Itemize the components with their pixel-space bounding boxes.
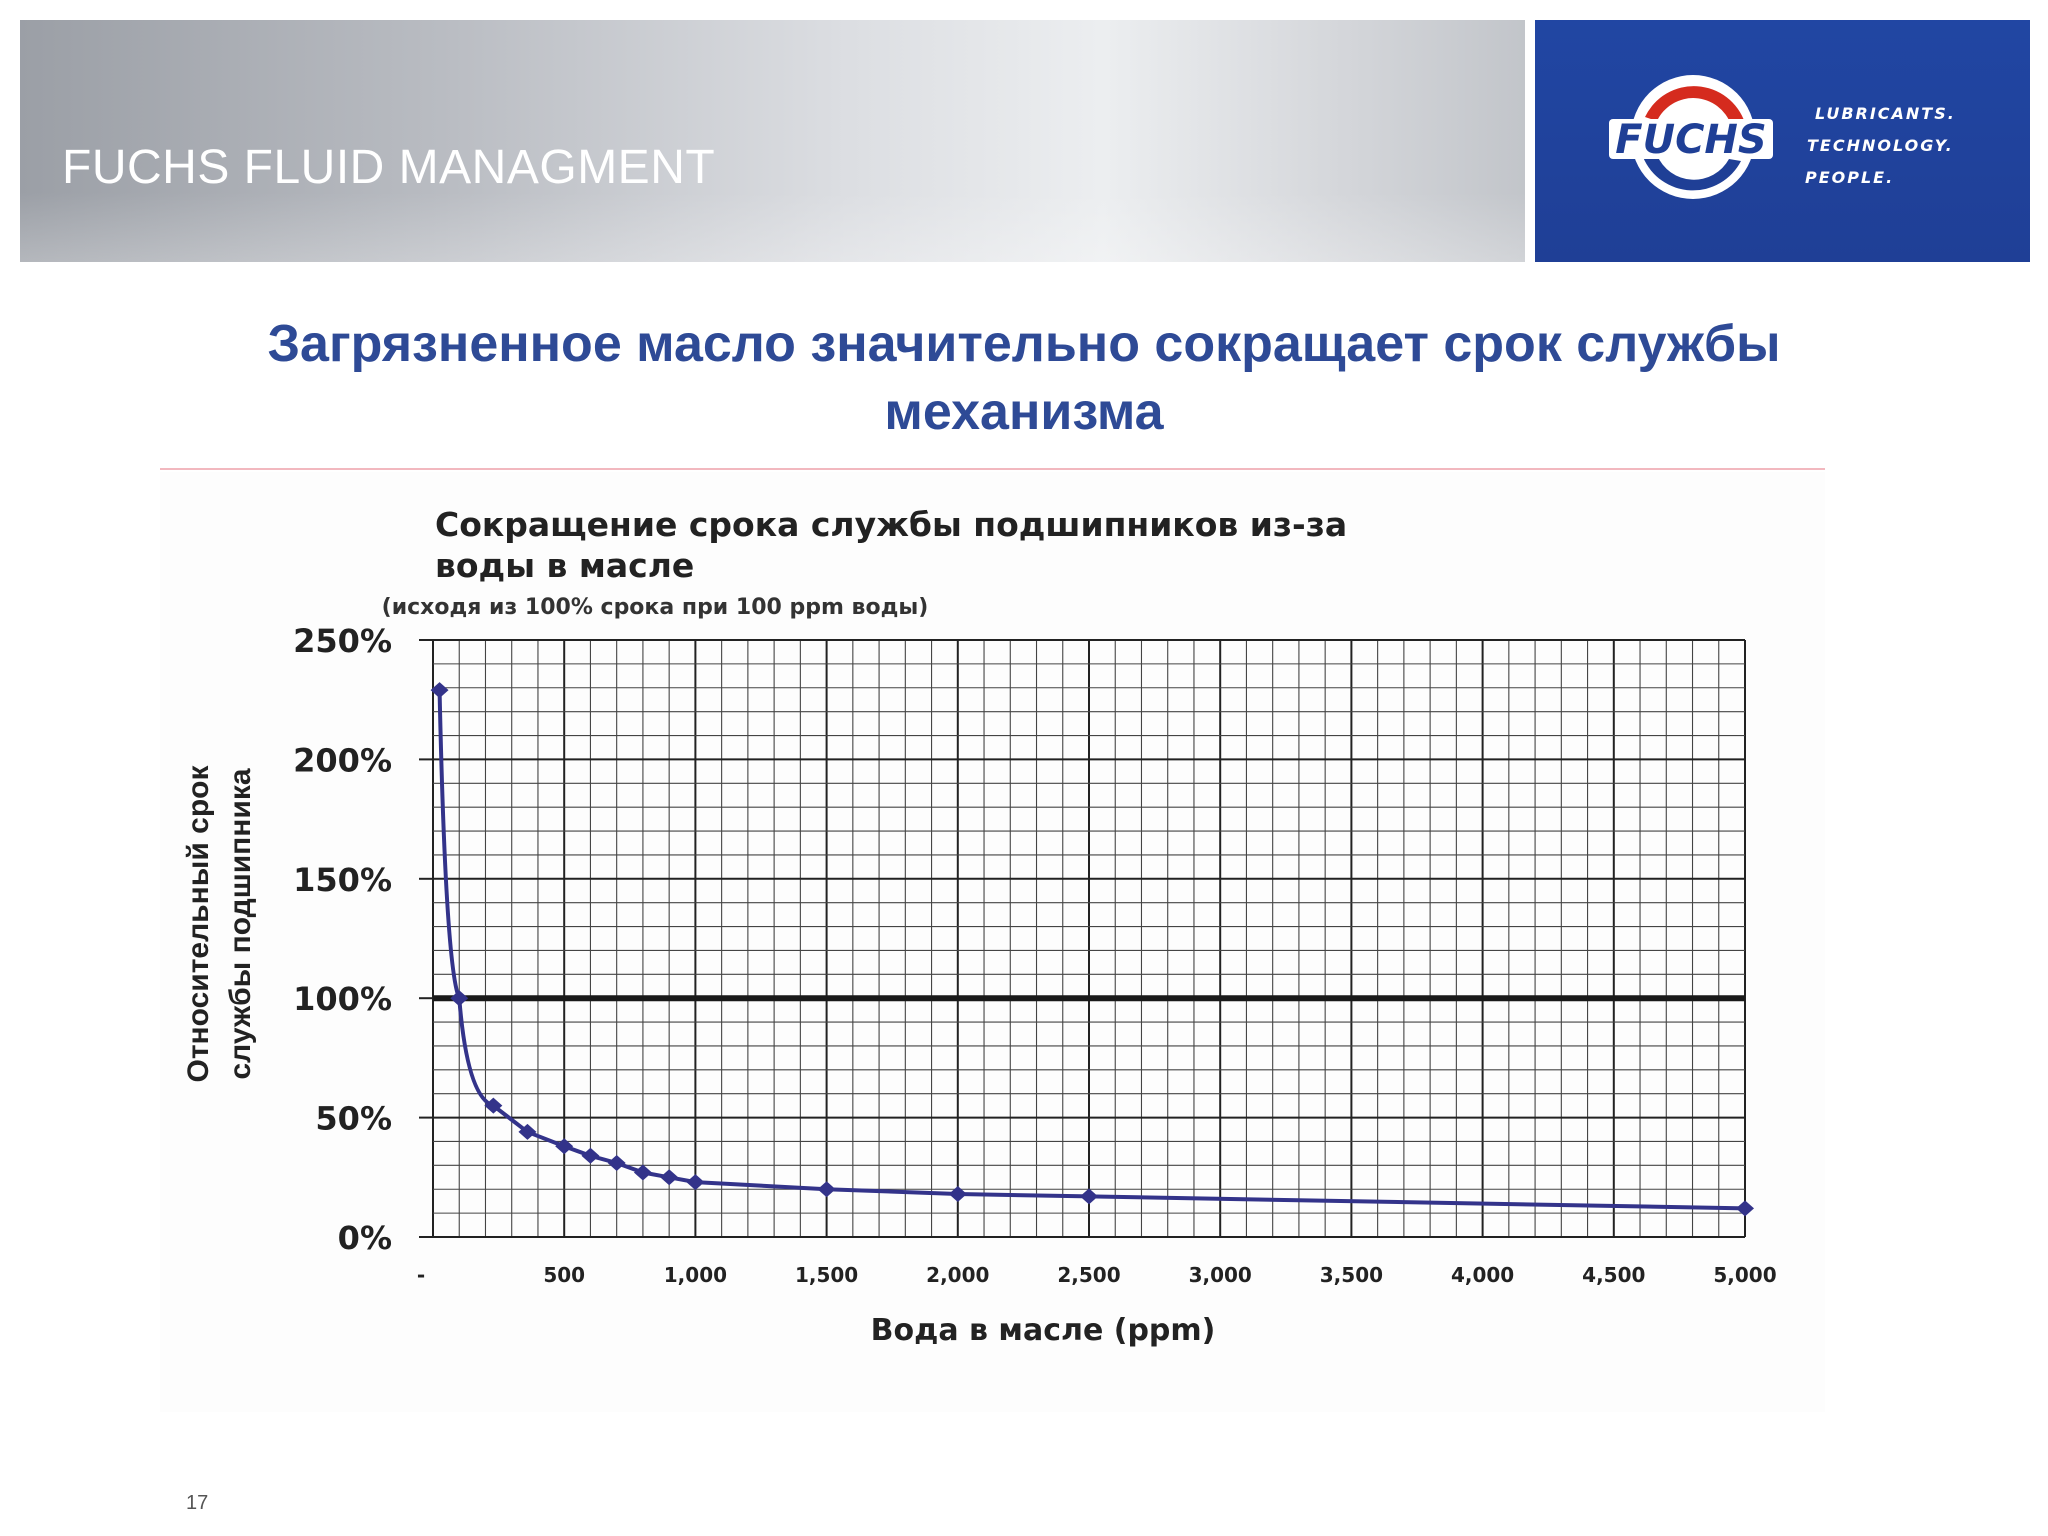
x-tick-label: 3,000 [1189, 1263, 1252, 1287]
data-point-marker [686, 1174, 705, 1191]
brand-panel: FUCHS LUBRICANTS. TECHNOLOGY. PEOPLE. [1535, 20, 2030, 262]
y-tick-label: 150% [293, 861, 392, 899]
y-axis-label-line-2: службы подшипника [224, 768, 257, 1079]
bearing-life-chart: 0% 50% 100% 150% 200% 250% - 500 1,000 1,500 2,00… [182, 505, 1777, 1348]
header-title: FUCHS FLUID MANAGMENT [62, 141, 716, 194]
y-tick-label: 50% [315, 1100, 392, 1138]
data-point-marker [948, 1186, 967, 1203]
y-tick-label: 250% [293, 622, 392, 660]
slide-title-line-2: механизма [884, 383, 1164, 441]
data-point-marker [430, 682, 449, 699]
data-point-marker [607, 1154, 626, 1171]
x-tick-label: 4,500 [1582, 1263, 1645, 1287]
data-point-marker [518, 1123, 537, 1140]
header-band [20, 20, 1525, 262]
slide-title: Загрязненное масло значительно сокращает… [0, 310, 2048, 446]
slide-title-line-1: Загрязненное масло значительно сокращает… [267, 315, 1781, 373]
x-tick-label: 2,500 [1057, 1263, 1120, 1287]
series-line [437, 690, 1746, 1211]
brand-slogan: LUBRICANTS. TECHNOLOGY. PEOPLE. [1805, 98, 1956, 194]
slogan-line-1: LUBRICANTS. [1815, 104, 1956, 123]
title-divider [160, 468, 1825, 470]
chart-title-line-1: Сокращение срока службы подшипников из-з… [435, 505, 1347, 544]
data-point-marker [1080, 1188, 1098, 1205]
fuchs-logo-text: FUCHS [1615, 117, 1766, 163]
chart-grid [419, 639, 1746, 1238]
x-tick-label: 2,000 [926, 1263, 989, 1287]
data-point-marker [581, 1147, 600, 1164]
x-tick-labels: - 500 1,000 1,500 2,000 2,500 3,000 3,500 4,000 4… [417, 1263, 1777, 1287]
data-point-marker [484, 1097, 503, 1114]
y-tick-label: 0% [338, 1219, 392, 1257]
x-tick-label: 1,000 [664, 1263, 727, 1287]
chart-title-line-2: воды в масле [435, 546, 694, 585]
slogan-line-2: TECHNOLOGY. [1807, 136, 1954, 155]
x-tick-label: 3,500 [1320, 1263, 1383, 1287]
chart-area: 0% 50% 100% 150% 200% 250% - 500 1,000 1,500 2,00… [160, 472, 1825, 1412]
chart-subtitle: (исходя из 100% срока при 100 ppm воды) [382, 595, 929, 620]
data-point-marker [555, 1138, 574, 1155]
x-axis-label: Вода в масле (ppm) [871, 1313, 1216, 1348]
slogan-line-3: PEOPLE. [1805, 168, 1895, 187]
y-tick-label: 200% [293, 741, 392, 779]
data-point-marker [633, 1164, 652, 1181]
x-tick-label: 500 [543, 1263, 585, 1287]
data-points [430, 682, 1754, 1217]
data-point-marker [450, 990, 469, 1007]
page-number: 17 [186, 1492, 209, 1514]
x-tick-label: - [417, 1263, 425, 1287]
y-tick-label: 100% [293, 980, 392, 1018]
data-point-marker [1736, 1200, 1754, 1217]
x-tick-label: 1,500 [795, 1263, 858, 1287]
y-tick-labels: 0% 50% 100% 150% 200% 250% [293, 622, 392, 1257]
data-point-marker [817, 1181, 836, 1198]
x-tick-label: 4,000 [1451, 1263, 1514, 1287]
x-tick-label: 5,000 [1713, 1263, 1776, 1287]
y-axis-label-line-1: Относительный срок [182, 765, 215, 1083]
fuchs-logo: FUCHS [1609, 75, 1773, 199]
data-point-marker [660, 1169, 679, 1186]
